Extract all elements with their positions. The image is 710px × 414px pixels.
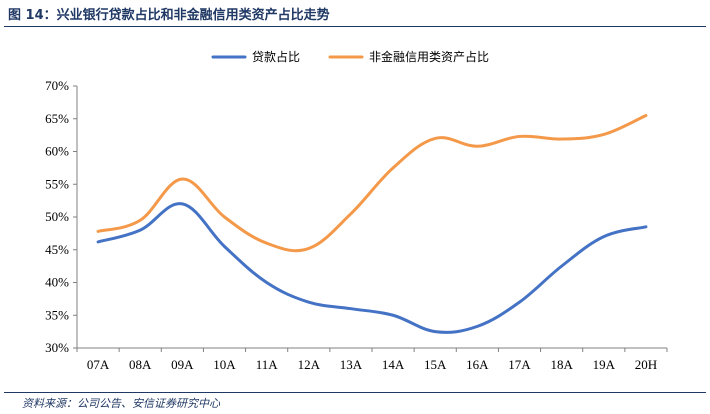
x-tick-label: 12A xyxy=(298,357,321,372)
figure-title: 图 14：兴业银行贷款占比和非金融信用类资产占比走势 xyxy=(8,8,330,23)
x-tick-label: 08A xyxy=(129,357,152,372)
legend-label-2: 非金融信用类资产占比 xyxy=(369,49,489,64)
y-tick-label: 30% xyxy=(45,340,69,355)
y-tick-label: 70% xyxy=(45,78,69,93)
series-line-2 xyxy=(96,113,648,253)
y-tick-label: 55% xyxy=(45,176,69,191)
source-note: 资料来源：公司公告、安信证券研究中心 xyxy=(22,397,220,410)
source-rule xyxy=(4,392,706,393)
x-tick-label: 11A xyxy=(256,357,279,372)
series-line-1 xyxy=(96,202,648,334)
y-tick-label: 45% xyxy=(45,242,69,257)
x-tick-label: 07A xyxy=(87,357,110,372)
x-tick-label: 19A xyxy=(593,357,616,372)
x-tick-label: 18A xyxy=(550,357,573,372)
y-tick-label: 40% xyxy=(45,275,69,290)
legend-label-1: 贷款占比 xyxy=(252,49,300,64)
x-tick-label: 14A xyxy=(382,357,405,372)
x-tick-label: 17A xyxy=(508,357,531,372)
y-tick-label: 60% xyxy=(45,144,69,159)
x-tick-label: 16A xyxy=(466,357,489,372)
x-tick-label: 09A xyxy=(171,357,194,372)
y-tick-label: 50% xyxy=(45,209,69,224)
x-tick-label: 13A xyxy=(340,357,363,372)
x-tick-label: 10A xyxy=(213,357,236,372)
title-rule xyxy=(4,26,706,27)
y-tick-label: 65% xyxy=(45,111,69,126)
x-tick-label: 20H xyxy=(635,357,657,372)
x-tick-label: 15A xyxy=(424,357,447,372)
y-tick-label: 35% xyxy=(45,307,69,322)
